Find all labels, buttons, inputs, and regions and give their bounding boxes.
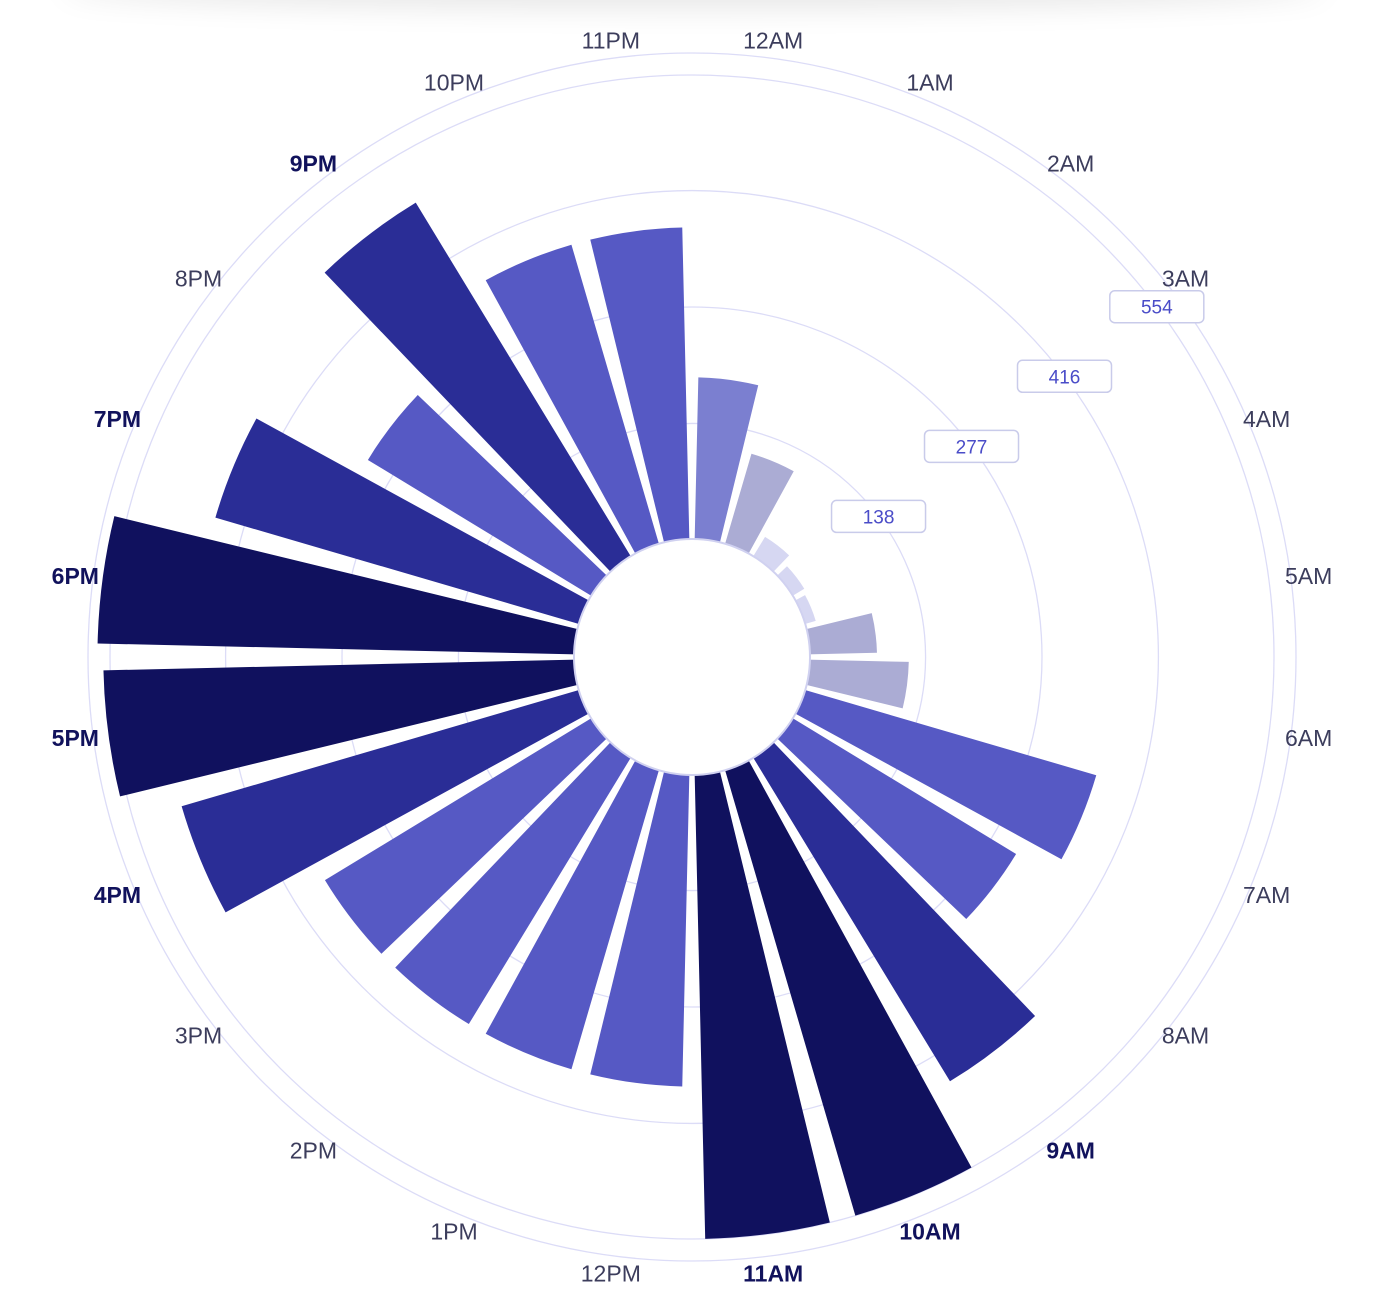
hour-label-5am: 5AM xyxy=(1285,563,1332,589)
hour-label-11am: 11AM xyxy=(743,1261,803,1287)
center-hub xyxy=(573,538,811,776)
hour-label-12am: 12AM xyxy=(743,27,803,53)
bar-2pm[interactable] xyxy=(395,740,632,1025)
bar-6pm[interactable] xyxy=(97,516,580,655)
hour-label-6am: 6AM xyxy=(1285,725,1332,751)
hour-label-8am: 8AM xyxy=(1162,1023,1209,1049)
bar-1am[interactable] xyxy=(724,453,794,556)
bar-12am[interactable] xyxy=(694,377,759,545)
ring-labels-layer: 138 277 416 554 xyxy=(830,289,1205,534)
ring-label-box xyxy=(830,499,927,534)
hour-labels-layer: 12AM 1AM 2AM 3AM 4AM 5AM 6AM 7AM 8AM 9AM 10AM 11AM 1… xyxy=(52,27,1333,1286)
grid-ring xyxy=(341,306,1043,1008)
ring-value-label: 277 xyxy=(923,429,1020,464)
bar-9pm[interactable] xyxy=(324,202,632,574)
grid-ring xyxy=(457,422,927,892)
ring-label-text: 554 xyxy=(1141,298,1173,319)
ring-label-text: 138 xyxy=(863,507,895,528)
ring-label-text: 277 xyxy=(956,437,988,458)
hour-label-10am: 10AM xyxy=(899,1219,960,1245)
bar-9am[interactable] xyxy=(752,740,1036,1082)
ring-value-label: 554 xyxy=(1109,289,1205,324)
grid-ring xyxy=(109,74,1275,1240)
hour-label-7am: 7AM xyxy=(1243,882,1290,908)
hour-label-7pm: 7PM xyxy=(94,406,141,432)
bar-6am[interactable] xyxy=(804,659,909,709)
hour-label-11pm: 11PM xyxy=(582,27,640,53)
hour-label-9am: 9AM xyxy=(1046,1137,1095,1163)
hour-label-6pm: 6PM xyxy=(52,563,99,589)
ring-label-box xyxy=(1016,359,1113,394)
ring-label-box xyxy=(1109,289,1205,324)
bar-5am[interactable] xyxy=(804,613,877,655)
bar-7am[interactable] xyxy=(793,689,1097,860)
bar-7pm[interactable] xyxy=(215,418,591,625)
hour-label-12pm: 12PM xyxy=(581,1261,641,1287)
hour-label-2pm: 2PM xyxy=(290,1137,337,1163)
hour-label-1am: 1AM xyxy=(906,69,953,95)
bar-8pm[interactable] xyxy=(367,394,609,597)
grid-ring xyxy=(224,189,1160,1125)
bar-11pm[interactable] xyxy=(590,227,690,545)
bar-4pm[interactable] xyxy=(181,689,591,913)
grid-ring xyxy=(87,52,1297,1262)
bar-3am[interactable] xyxy=(775,566,805,597)
hour-label-1pm: 1PM xyxy=(430,1219,477,1245)
bar-10pm[interactable] xyxy=(485,244,660,556)
ring-label-box xyxy=(923,429,1020,464)
hour-label-3pm: 3PM xyxy=(175,1023,222,1049)
bar-3pm[interactable] xyxy=(324,717,609,954)
hour-label-3am: 3AM xyxy=(1162,265,1209,291)
hub-layer xyxy=(573,538,811,776)
bar-10am[interactable] xyxy=(724,758,972,1216)
bar-1pm[interactable] xyxy=(485,758,660,1070)
hour-label-10pm: 10PM xyxy=(424,69,484,95)
bar-4am[interactable] xyxy=(793,595,816,625)
ring-value-label: 138 xyxy=(830,499,927,534)
bar-8am[interactable] xyxy=(775,717,1017,920)
hour-label-5pm: 5PM xyxy=(52,725,99,751)
bar-5pm[interactable] xyxy=(103,659,580,797)
bars-layer xyxy=(97,202,1097,1239)
hour-label-8pm: 8PM xyxy=(175,265,222,291)
hour-label-2am: 2AM xyxy=(1047,151,1094,177)
ring-value-label: 416 xyxy=(1016,359,1113,394)
grid-layer xyxy=(87,52,1297,1262)
hour-label-4pm: 4PM xyxy=(94,882,141,908)
ring-label-text: 416 xyxy=(1049,367,1081,388)
bar-11am[interactable] xyxy=(694,769,830,1239)
hour-label-4am: 4AM xyxy=(1243,406,1290,432)
hour-label-9pm: 9PM xyxy=(290,151,337,177)
bar-12pm[interactable] xyxy=(590,769,690,1087)
